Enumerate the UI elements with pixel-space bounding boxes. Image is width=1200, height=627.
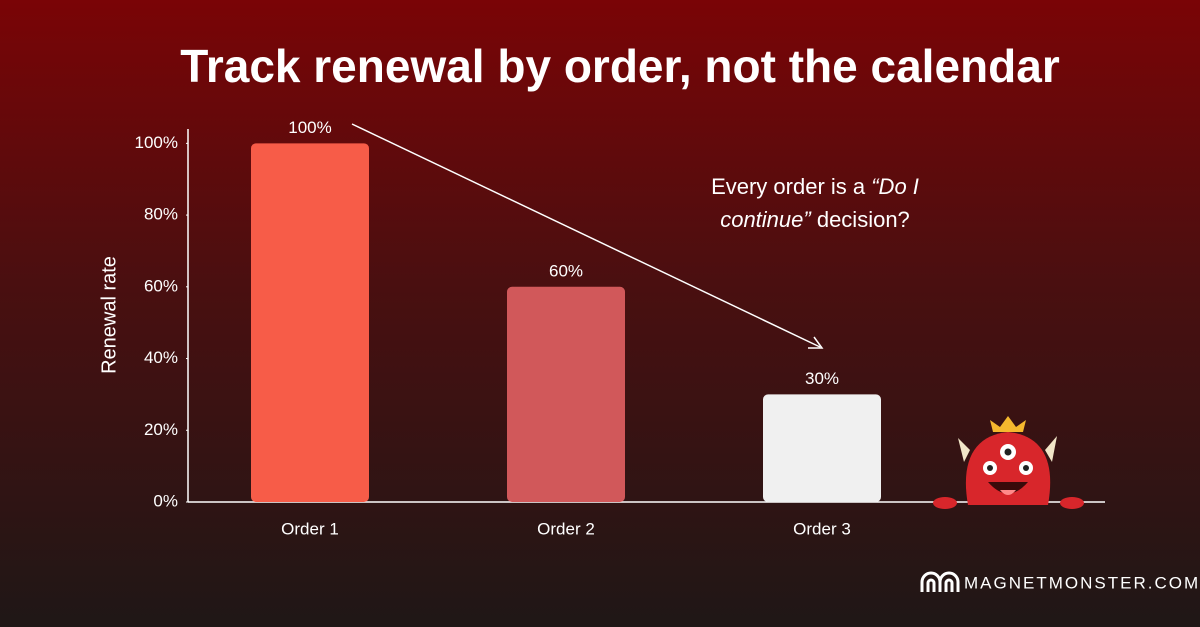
annotation: Every order is a “Do I continue” decisio… xyxy=(680,170,950,236)
bar xyxy=(763,394,881,502)
y-tick-label: 40% xyxy=(144,348,178,367)
annotation-emphasis: “Do I continue” xyxy=(720,174,919,232)
y-tick-label: 80% xyxy=(144,205,178,224)
y-tick-label: 100% xyxy=(135,133,178,152)
x-tick-label: Order 3 xyxy=(793,519,851,538)
x-tick-label: Order 2 xyxy=(537,519,595,538)
brand-name: MAGNETMONSTER.COM xyxy=(964,573,1200,592)
y-axis-title: Renewal rate xyxy=(98,256,120,374)
arrow xyxy=(351,123,824,349)
y-tick-label: 60% xyxy=(144,276,178,295)
annotation-text: decision? xyxy=(810,207,910,232)
value-label: 30% xyxy=(805,369,839,388)
brand-logo xyxy=(920,571,960,592)
bar xyxy=(507,286,625,502)
value-label: 100% xyxy=(288,118,331,137)
bar xyxy=(251,143,369,502)
x-tick-label: Order 1 xyxy=(281,519,339,538)
y-tick-label: 20% xyxy=(144,420,178,439)
y-tick-label: 0% xyxy=(153,491,178,510)
chart-title: Track renewal by order, not the calendar xyxy=(180,40,1060,92)
value-label: 60% xyxy=(549,261,583,280)
mascot xyxy=(933,416,1084,509)
annotation-text: Every order is a xyxy=(711,174,872,199)
